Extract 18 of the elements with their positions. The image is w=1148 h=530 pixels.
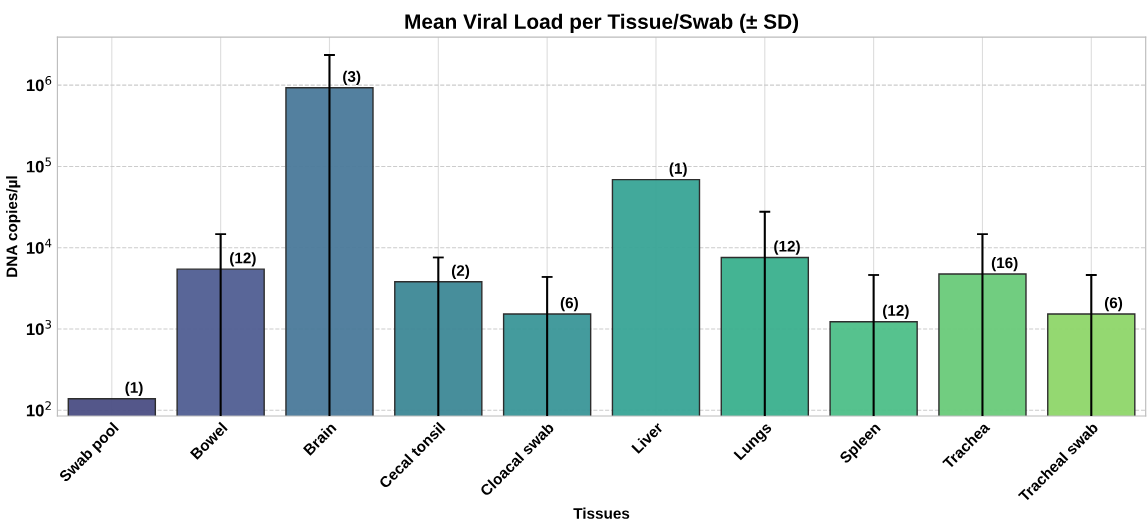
y-tick-label: 10$^{5}$ xyxy=(26,157,51,173)
y-tick-label: 10$^{3}$ xyxy=(26,319,52,336)
annotation: (6) xyxy=(1104,296,1123,312)
annotation: (12) xyxy=(230,252,256,267)
y-tick-label: 10$^{2}$ xyxy=(26,401,51,417)
chart-title: Mean Viral Load per Tissue/Swab (± SD) xyxy=(405,13,799,34)
annotation: (1) xyxy=(669,162,687,177)
y-tick-label: 10$^{4}$ xyxy=(26,238,52,254)
annotation: (2) xyxy=(451,264,470,280)
annotation: (1) xyxy=(125,381,143,396)
annotation: (3) xyxy=(343,70,361,85)
annotation: (6) xyxy=(560,296,578,312)
y-tick-label: 10$^{6}$ xyxy=(26,76,52,92)
annotation: (16) xyxy=(991,256,1018,272)
y-axis-title: DNA copies/µl xyxy=(6,176,21,277)
annotation: (12) xyxy=(883,304,909,319)
x-axis-title: Tissues xyxy=(573,507,630,519)
annotation: (12) xyxy=(774,240,800,255)
